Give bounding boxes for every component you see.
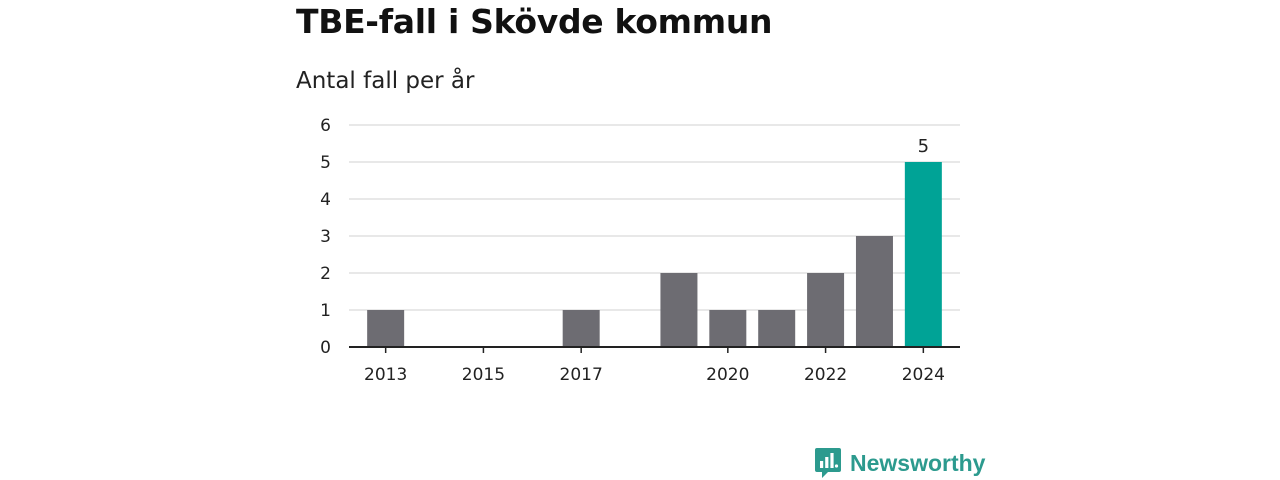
y-tick-label: 5 — [320, 153, 331, 173]
y-tick-label: 3 — [320, 227, 331, 247]
bar-2017 — [562, 310, 600, 347]
y-tick-label: 6 — [320, 116, 331, 136]
y-axis-ticks: 0 1 2 3 4 5 6 — [320, 116, 331, 358]
bar-2024 — [904, 162, 942, 347]
brand: Newsworthy — [814, 446, 985, 480]
x-tick-label: 2017 — [560, 365, 603, 385]
x-tick-label: 2013 — [364, 365, 407, 385]
bar-chart: 0 1 2 3 4 5 6 2013 2015 2017 2020 2022 2024 5 — [320, 116, 960, 385]
x-tick-label: 2015 — [462, 365, 505, 385]
x-tick-label: 2024 — [902, 365, 945, 385]
chart-subtitle: Antal fall per år — [296, 68, 475, 94]
bar-2020 — [709, 310, 747, 347]
bars — [367, 162, 942, 347]
y-tick-label: 2 — [320, 264, 331, 284]
bar-2013 — [367, 310, 405, 347]
y-tick-label: 0 — [320, 338, 331, 358]
x-tick-label: 2020 — [706, 365, 749, 385]
data-label-2024: 5 — [918, 136, 929, 157]
bar-2023 — [855, 236, 893, 347]
x-axis-ticks: 2013 2015 2017 2020 2022 2024 — [364, 347, 945, 385]
bar-2022 — [807, 273, 845, 347]
newsworthy-logo-icon — [815, 448, 841, 478]
data-labels: 5 — [918, 136, 929, 157]
x-tick-label: 2022 — [804, 365, 847, 385]
y-tick-label: 1 — [320, 301, 331, 321]
bar-2021 — [758, 310, 796, 347]
bar-2019 — [660, 273, 698, 347]
y-tick-label: 4 — [320, 190, 331, 210]
brand-name: Newsworthy — [850, 449, 986, 476]
chart-title: TBE-fall i Skövde kommun — [296, 2, 773, 41]
